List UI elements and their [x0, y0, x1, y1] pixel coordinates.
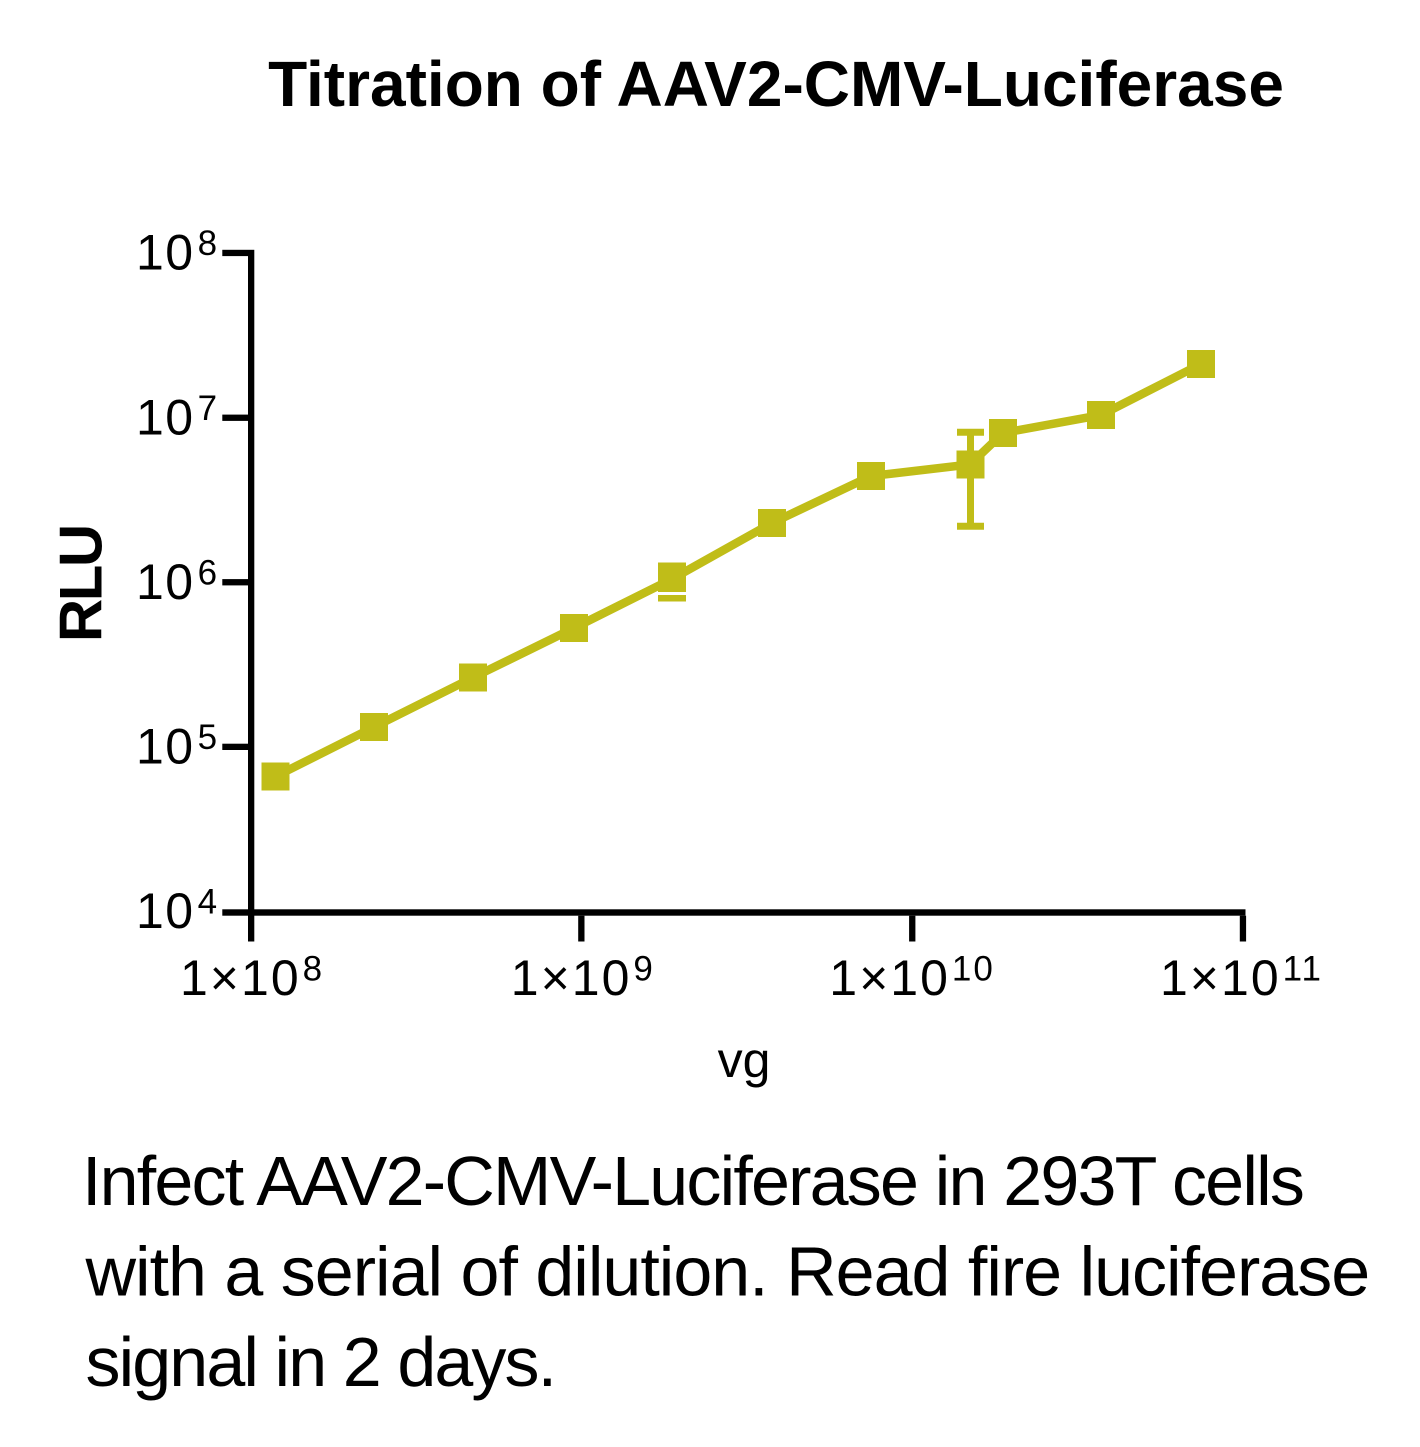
svg-text:signal in 2 days.: signal in 2 days.	[86, 1323, 556, 1401]
svg-text:Infect AAV2-CMV-Luciferase in: Infect AAV2-CMV-Luciferase in 293T cells	[82, 1142, 1303, 1220]
svg-text:Titration of AAV2-CMV-Lucifera: Titration of AAV2-CMV-Luciferase	[268, 48, 1284, 120]
svg-text:with a serial of dilution. Rea: with a serial of dilution. Read fire luc…	[85, 1233, 1370, 1311]
svg-text:1×1010: 1×1010	[829, 950, 995, 1007]
svg-text:1×108: 1×108	[180, 950, 324, 1007]
svg-text:1×109: 1×109	[511, 950, 655, 1007]
svg-text:vg: vg	[718, 1032, 771, 1088]
svg-text:RLU: RLU	[48, 526, 115, 642]
